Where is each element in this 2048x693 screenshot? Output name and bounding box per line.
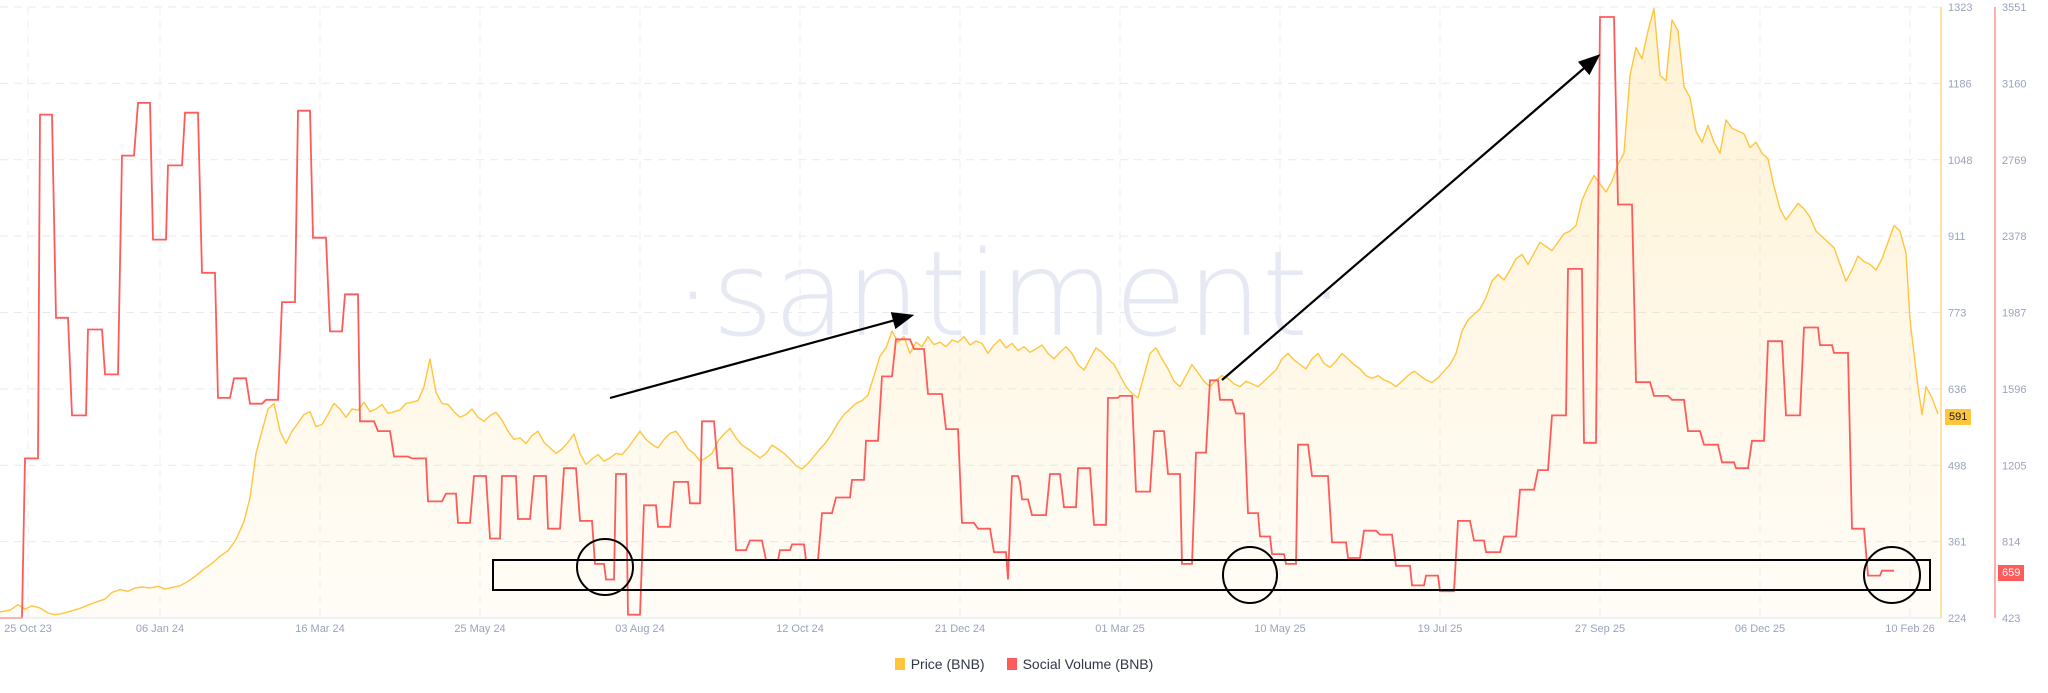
date-axis-tick: 21 Dec 24 xyxy=(935,623,985,635)
price-axis-tick: 1323 xyxy=(1948,2,1972,14)
legend-item-social-volume[interactable]: Social Volume (BNB) xyxy=(1006,656,1154,672)
date-axis-tick: 16 Mar 24 xyxy=(295,623,345,635)
date-axis-tick: 01 Mar 25 xyxy=(1095,623,1145,635)
price-axis-tick: 1048 xyxy=(1948,155,1972,167)
legend-label-social-volume: Social Volume (BNB) xyxy=(1022,656,1154,672)
social-volume-axis-tick: 814 xyxy=(2002,537,2020,549)
date-axis-tick: 06 Jan 24 xyxy=(136,623,184,635)
date-axis-tick: 27 Sep 25 xyxy=(1575,623,1625,635)
date-axis-tick: 10 May 25 xyxy=(1254,623,1305,635)
social-volume-axis-tick: 2769 xyxy=(2002,155,2026,167)
price-axis-tick: 636 xyxy=(1948,384,1966,396)
price-axis-tick: 498 xyxy=(1948,460,1966,472)
social-volume-axis-tick: 3551 xyxy=(2002,2,2026,14)
social-volume-axis-tick: 1987 xyxy=(2002,308,2026,320)
price-current-badge: 591 xyxy=(1945,409,1972,425)
social-volume-axis-tick: 423 xyxy=(2002,613,2020,625)
santiment-watermark: ·santiment· xyxy=(674,225,1345,363)
date-axis-tick: 03 Aug 24 xyxy=(615,623,665,635)
social-volume-axis-tick: 1205 xyxy=(2002,460,2026,472)
date-axis-tick: 12 Oct 24 xyxy=(776,623,824,635)
date-axis-tick: 10 Feb 26 xyxy=(1885,623,1935,635)
price-axis-tick: 1186 xyxy=(1948,78,1972,90)
legend-label-price: Price (BNB) xyxy=(910,656,985,672)
price-axis-tick: 773 xyxy=(1948,308,1966,320)
price-swatch-icon xyxy=(894,658,905,670)
price-axis-tick: 911 xyxy=(1948,231,1966,243)
axes: 1323 1186 1048 911 773 636 498 361 224 3551 3160 27… xyxy=(0,2,2026,635)
chart-legend: Price (BNB) Social Volume (BNB) xyxy=(0,656,2048,672)
social-volume-swatch-icon xyxy=(1006,658,1017,670)
price-axis-tick: 361 xyxy=(1948,537,1966,549)
social-volume-axis-tick: 3160 xyxy=(2002,78,2026,90)
annotation-layer xyxy=(492,54,1931,604)
social-volume-current-badge: 659 xyxy=(1998,565,2025,581)
date-axis-tick: 19 Jul 25 xyxy=(1418,623,1463,635)
series-layer xyxy=(0,7,1939,619)
date-axis-tick: 06 Dec 25 xyxy=(1735,623,1785,635)
legend-item-price[interactable]: Price (BNB) xyxy=(894,656,985,672)
date-axis-tick: 25 May 24 xyxy=(454,623,505,635)
social-volume-axis-tick: 2378 xyxy=(2002,231,2026,243)
price-axis-tick: 224 xyxy=(1948,613,1966,625)
social-volume-axis-tick: 1596 xyxy=(2002,384,2026,396)
date-axis-tick: 25 Oct 23 xyxy=(4,623,52,635)
